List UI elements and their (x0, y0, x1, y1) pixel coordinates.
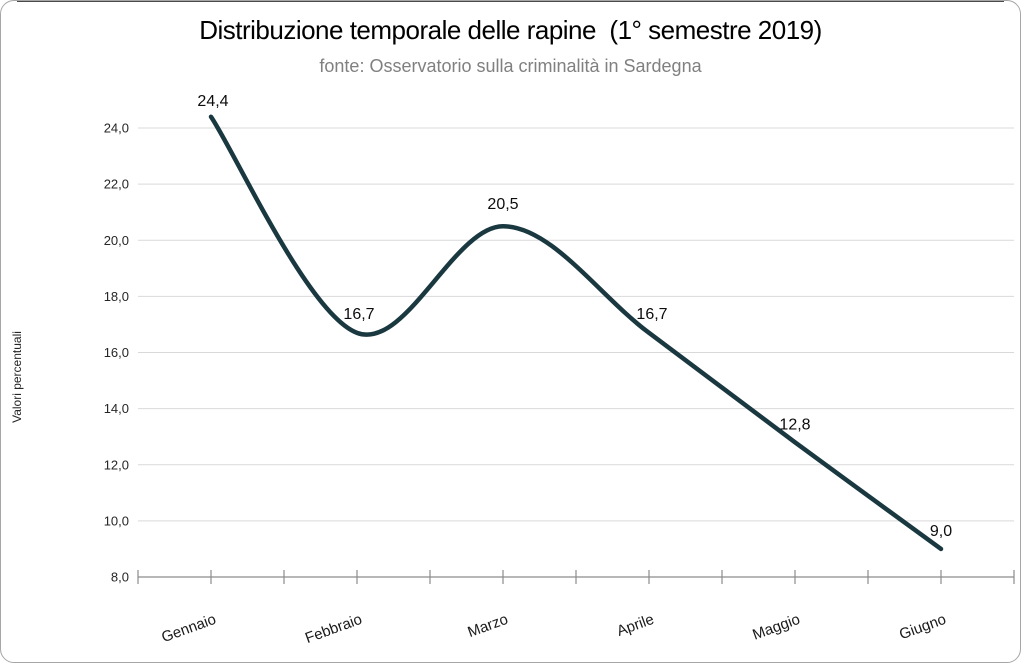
y-tick-label: 10,0 (104, 513, 129, 528)
x-category-label: Maggio (750, 611, 802, 644)
y-tick-label: 12,0 (104, 457, 129, 472)
data-label: 20,5 (487, 196, 518, 213)
data-label: 24,4 (197, 93, 228, 110)
x-category-label: Gennaio (159, 611, 218, 646)
x-category-label: Marzo (465, 611, 510, 641)
data-label: 9,0 (930, 523, 952, 540)
data-label: 16,7 (636, 306, 667, 323)
y-tick-label: 20,0 (104, 233, 129, 248)
data-label: 12,8 (779, 416, 810, 433)
chart-subtitle: fonte: Osservatorio sulla criminalità in… (319, 56, 702, 76)
x-category-label: Aprile (615, 611, 657, 640)
y-tick-label: 8,0 (111, 570, 129, 585)
chart-title: Distribuzione temporale delle rapine (1°… (199, 15, 822, 45)
x-category-label: Giugno (897, 611, 948, 644)
card-top-edge (17, 1, 1004, 2)
y-tick-label: 18,0 (104, 289, 129, 304)
y-tick-label: 24,0 (104, 121, 129, 136)
x-category-label: Febbraio (303, 611, 364, 647)
data-series-line (208, 114, 944, 552)
y-tick-label: 14,0 (104, 401, 129, 416)
y-tick-label: 16,0 (104, 345, 129, 360)
y-tick-label: 22,0 (104, 177, 129, 192)
data-label: 16,7 (343, 306, 374, 323)
